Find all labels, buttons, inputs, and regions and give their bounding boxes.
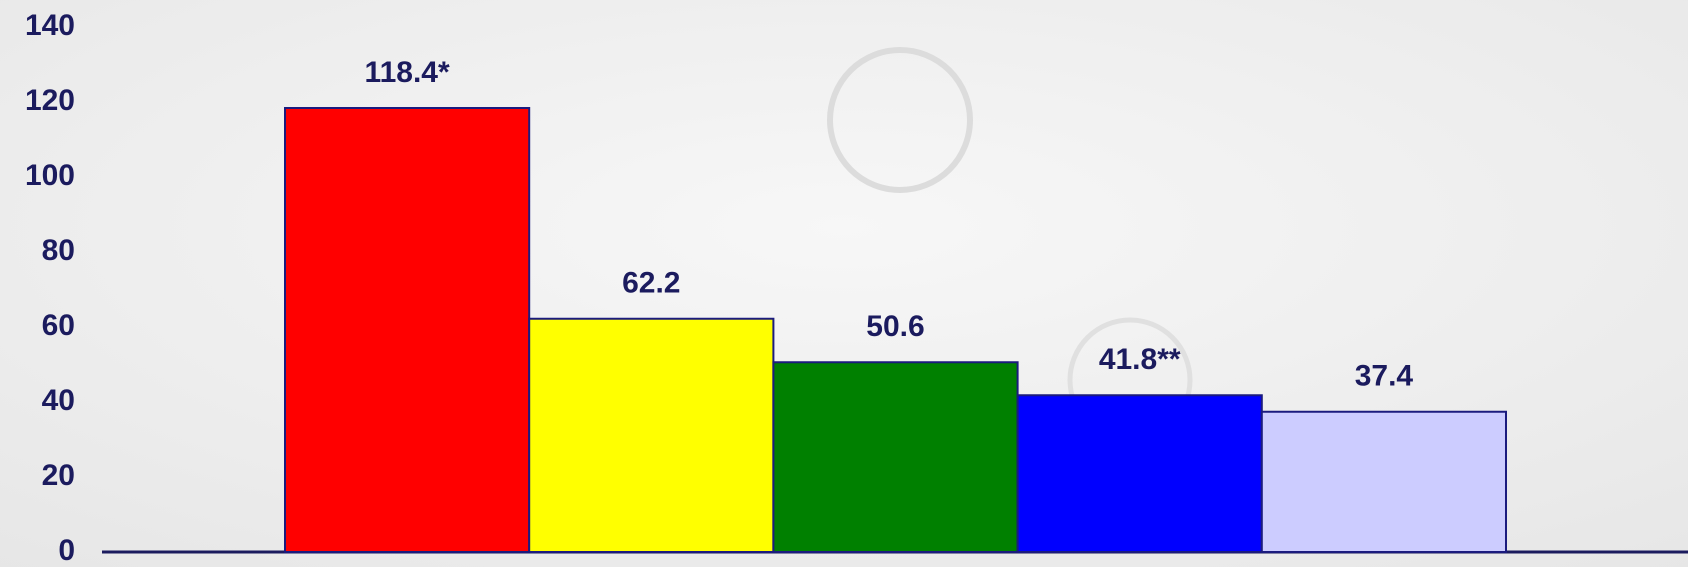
y-tick-label: 80 <box>42 234 75 267</box>
bar <box>1016 394 1263 553</box>
data-label: 37.4 <box>1355 360 1414 393</box>
y-tick-label: 120 <box>25 84 75 117</box>
data-label: 118.4* <box>365 56 450 89</box>
y-tick-label: 20 <box>42 459 75 492</box>
data-label: 62.2 <box>622 267 680 300</box>
y-tick-label: 140 <box>25 9 75 42</box>
bar <box>528 317 775 553</box>
data-label: 41.8** <box>1099 343 1181 376</box>
y-tick-label: 60 <box>42 309 75 342</box>
background-decoration <box>827 47 973 193</box>
bar <box>1260 410 1508 553</box>
bar <box>284 107 531 553</box>
y-tick-label: 100 <box>25 159 75 192</box>
data-label: 50.6 <box>866 310 924 343</box>
bar <box>772 361 1019 553</box>
y-tick-label: 40 <box>42 384 75 417</box>
y-tick-label: 0 <box>58 534 75 567</box>
